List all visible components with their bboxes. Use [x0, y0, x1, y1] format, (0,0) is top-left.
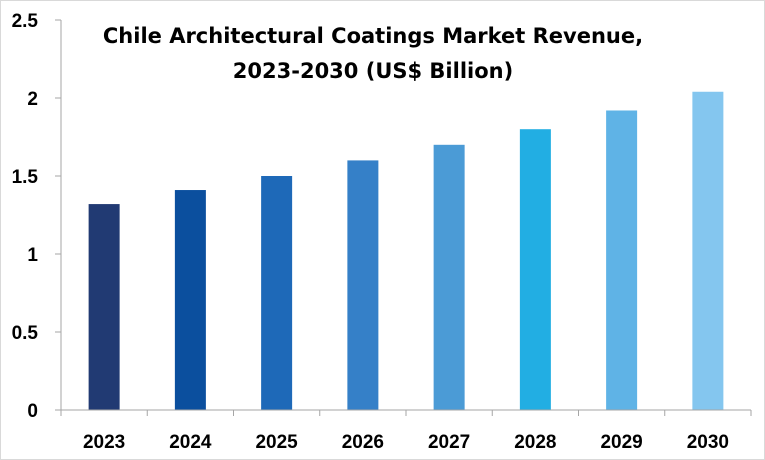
- x-tick-label: 2029: [600, 432, 642, 453]
- x-tick-label: 2024: [169, 432, 212, 453]
- bar-2024: [174, 190, 206, 410]
- bar-2026: [347, 160, 379, 410]
- y-tick-label: 1.5: [12, 167, 39, 188]
- x-tick-label: 2026: [342, 432, 384, 453]
- chart-title-line-2: 2023-2030 (US$ Billion): [233, 59, 513, 83]
- x-axis: 2023 2024 2025 2026 2027 2028 2029 2030: [60, 409, 752, 453]
- bar-2025: [261, 176, 293, 410]
- y-tick-label: 2: [27, 89, 38, 110]
- bar-2030: [692, 91, 724, 410]
- y-axis: 0 0.5 1 1.5 2 2.5: [12, 11, 62, 422]
- x-tick-label: 2023: [83, 432, 125, 453]
- x-tick-label: 2028: [514, 432, 556, 453]
- y-tick-label: 0.5: [12, 323, 39, 344]
- bar-2027: [433, 144, 465, 411]
- chart-title-line-1: Chile Architectural Coatings Market Reve…: [103, 24, 643, 48]
- bar-2023: [88, 204, 120, 410]
- y-tick-label: 2.5: [12, 11, 39, 32]
- x-tick-label: 2027: [428, 432, 470, 453]
- y-tick-label: 0: [27, 401, 38, 422]
- bar-2029: [606, 110, 638, 410]
- x-tick-label: 2030: [687, 432, 729, 453]
- x-tick-label: 2025: [255, 432, 298, 453]
- chart-title: Chile Architectural Coatings Market Reve…: [103, 24, 643, 83]
- bar-series: [88, 91, 724, 411]
- bar-2028: [519, 129, 551, 410]
- y-tick-label: 1: [27, 245, 38, 266]
